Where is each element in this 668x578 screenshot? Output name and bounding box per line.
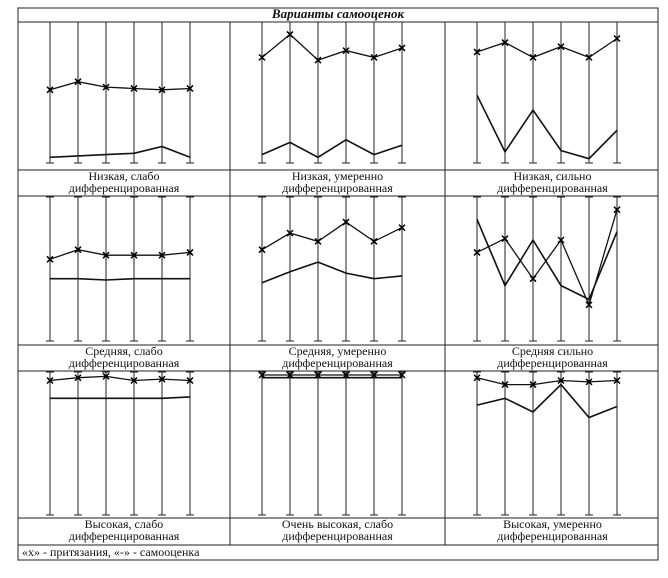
self-esteem-line: [49, 145, 191, 159]
claims-cross: [158, 86, 166, 94]
claims-line: [49, 249, 191, 260]
claims-cross: [370, 53, 378, 61]
claims-cross: [130, 251, 138, 259]
claims-cross: [529, 53, 537, 61]
cell-caption: дифференцированная: [282, 529, 393, 543]
self-esteem-line: [50, 277, 190, 281]
claims-cross: [529, 275, 537, 283]
self-esteem-line: [476, 218, 618, 301]
claims-cross: [74, 246, 82, 254]
claims-cross: [529, 381, 537, 389]
claims-cross: [370, 371, 378, 379]
claims-cross: [130, 376, 138, 385]
claims-cross: [585, 378, 593, 386]
claims-cross: [46, 86, 54, 94]
cell-caption: Низкая, слабо: [88, 169, 159, 183]
table-title: Варианты самооценок: [271, 6, 405, 21]
self-esteem-line: [476, 383, 618, 419]
claims-cross: [314, 56, 322, 64]
claims-cross: [102, 372, 110, 380]
claims-cross: [473, 248, 481, 256]
claims-cross: [501, 39, 509, 47]
claims-cross: [501, 235, 509, 243]
claims-cross: [613, 34, 621, 43]
claims-cross: [557, 376, 565, 385]
claims-cross: [258, 246, 266, 254]
claims-cross: [74, 78, 82, 86]
claims-line: [476, 37, 618, 59]
cell-caption: дифференцированная: [497, 181, 608, 195]
claims-cross: [158, 251, 166, 259]
cell-caption: дифференцированная: [69, 529, 180, 543]
claims-cross: [342, 371, 350, 379]
cell-caption: дифференцированная: [497, 529, 608, 543]
claims-cross: [613, 206, 621, 214]
claims-cross: [314, 237, 322, 245]
claims-line: [476, 209, 618, 307]
claims-cross: [585, 53, 593, 61]
claims-cross: [258, 371, 266, 379]
self-esteem-line: [261, 261, 403, 284]
self-esteem-line: [261, 138, 403, 159]
cell-caption: Средняя, слабо: [85, 344, 162, 358]
claims-cross: [398, 371, 406, 379]
claims-cross: [557, 236, 565, 244]
claims-cross: [46, 255, 54, 263]
claims-cross: [130, 84, 138, 92]
claims-cross: [46, 376, 54, 385]
claims-cross: [314, 371, 322, 379]
cell-caption: дифференцированная: [69, 181, 180, 195]
claims-line: [49, 81, 191, 91]
cell-caption: Низкая, сильно: [514, 169, 592, 183]
cell-caption: дифференцированная: [497, 356, 608, 370]
legend-note: «х» - притязания, «-» - самооценка: [22, 545, 200, 559]
claims-cross: [342, 218, 350, 226]
cell-caption: Средняя, умеренно: [289, 344, 387, 358]
claims-cross: [186, 248, 194, 256]
claims-cross: [473, 374, 481, 382]
cell-caption: дифференцированная: [69, 356, 180, 370]
claims-line: [476, 377, 618, 386]
self-esteem-line: [476, 94, 618, 160]
claims-cross: [370, 237, 378, 245]
cell-caption: Очень высокая, слабо: [282, 517, 393, 531]
claims-cross: [158, 375, 166, 383]
claims-cross: [186, 376, 194, 385]
claims-cross: [613, 376, 621, 385]
claims-cross: [102, 251, 110, 259]
cell-caption: дифференцированная: [282, 356, 393, 370]
claims-cross: [102, 83, 110, 91]
claims-cross: [557, 43, 565, 51]
self-esteem-line: [50, 396, 191, 400]
claims-cross: [473, 48, 481, 56]
claims-cross: [342, 47, 350, 55]
claims-cross: [501, 381, 509, 389]
claims-cross: [585, 301, 593, 309]
claims-cross: [74, 374, 82, 382]
claims-cross: [286, 371, 294, 379]
claims-cross: [398, 44, 406, 52]
claims-cross: [186, 84, 194, 92]
claims-line: [261, 33, 403, 61]
claims-line: [49, 375, 191, 382]
claims-cross: [258, 53, 266, 61]
cell-caption: Низкая, умеренно: [292, 169, 383, 183]
claims-cross: [398, 224, 406, 232]
claims-cross: [286, 229, 294, 237]
claims-line: [261, 221, 403, 251]
cell-caption: дифференцированная: [282, 181, 393, 195]
cell-caption: Высокая, умеренно: [503, 517, 602, 531]
cell-caption: Высокая, слабо: [85, 517, 164, 531]
cell-caption: Средняя сильно: [512, 344, 593, 358]
table-frame: [17, 7, 659, 561]
claims-cross: [286, 30, 294, 38]
